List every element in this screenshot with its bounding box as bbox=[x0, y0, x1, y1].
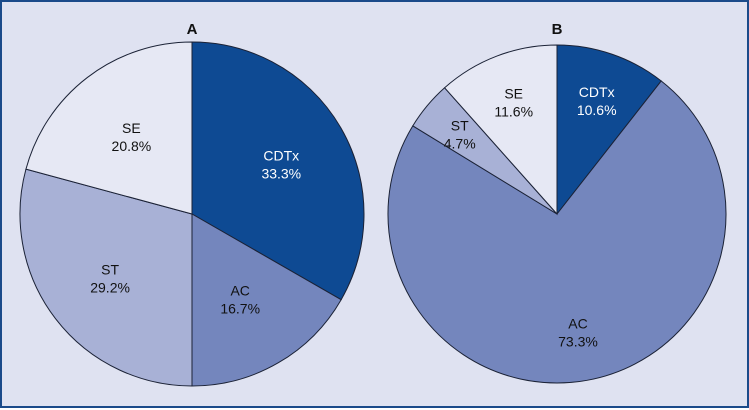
pie-a-label-se: SE 20.8% bbox=[112, 120, 152, 154]
pie-a-label-ac-name: AC bbox=[230, 282, 249, 298]
pie-chart-a: A CDTx 33.3% AC 16.7% ST 29.2% SE 20.8% bbox=[19, 21, 365, 387]
pie-b-label-cdtx-name: CDTx bbox=[579, 84, 615, 100]
pie-b-label-st-name: ST bbox=[451, 118, 469, 134]
pie-b-label-ac-name: AC bbox=[568, 315, 587, 331]
pie-b-label-ac: AC 73.3% bbox=[558, 315, 598, 349]
pie-a-label-cdtx-name: CDTx bbox=[263, 147, 299, 163]
pie-a-label-ac-value: 16.7% bbox=[220, 300, 260, 316]
pie-b-label-st-value: 4.7% bbox=[444, 136, 476, 152]
pie-b-label-se-name: SE bbox=[504, 85, 523, 101]
chart-title-a: A bbox=[187, 21, 198, 38]
pie-a-label-ac: AC 16.7% bbox=[220, 282, 260, 316]
pie-a-label-cdtx: CDTx 33.3% bbox=[261, 147, 301, 181]
chart-title-b: B bbox=[552, 21, 563, 38]
pie-a-slice-ac bbox=[191, 213, 342, 387]
pie-a-label-st: ST 29.2% bbox=[90, 262, 130, 296]
pie-b-label-st: ST 4.7% bbox=[444, 118, 476, 152]
pie-b-label-ac-value: 73.3% bbox=[558, 333, 598, 349]
pie-b-label-cdtx-value: 10.6% bbox=[577, 102, 617, 118]
pie-a-slice-st bbox=[19, 168, 193, 387]
pie-b-slice-ac bbox=[387, 80, 727, 384]
pie-b-label-se-value: 11.6% bbox=[494, 103, 533, 119]
pie-chart-b: B CDTx 10.6% AC 73.3% ST 4.7% SE 11.6% bbox=[387, 21, 727, 384]
pie-a-label-st-value: 29.2% bbox=[90, 280, 130, 296]
pie-a-slice-cdtx bbox=[191, 41, 365, 301]
pie-b-slice-cdtx bbox=[556, 44, 662, 216]
pie-a-label-se-value: 20.8% bbox=[112, 138, 152, 154]
pie-a-label-cdtx-value: 33.3% bbox=[261, 165, 301, 181]
pie-b-label-se: SE 11.6% bbox=[494, 85, 533, 119]
pie-b-label-cdtx: CDTx 10.6% bbox=[577, 84, 617, 118]
pie-a-label-se-name: SE bbox=[122, 120, 141, 136]
pie-b-slice-se bbox=[443, 44, 558, 216]
pie-a-label-st-name: ST bbox=[101, 262, 119, 278]
pie-a-slice-se bbox=[25, 41, 193, 215]
